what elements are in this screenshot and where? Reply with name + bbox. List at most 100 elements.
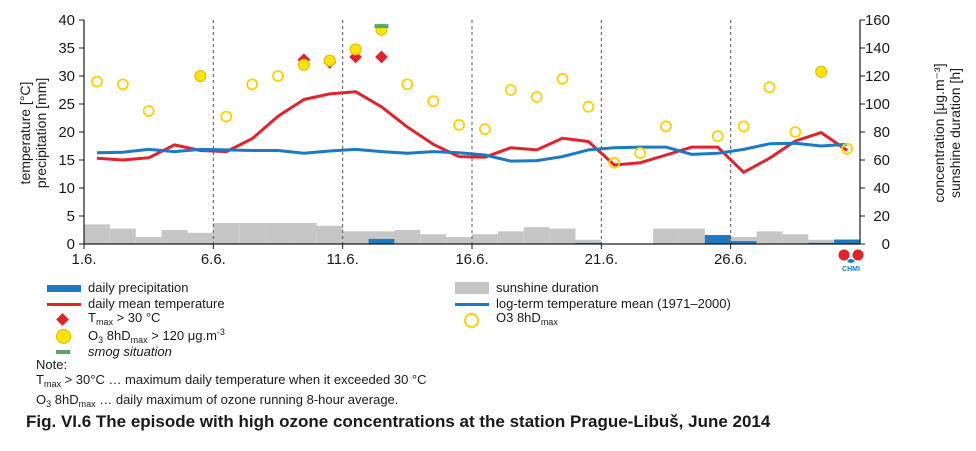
y-left-tick-30: 30 xyxy=(58,68,75,85)
markers xyxy=(91,23,853,169)
axes: 0 5 10 15 20 25 30 35 40 0 20 40 60 80 100 120 140 160 1.6… xyxy=(58,12,890,268)
chmi-logo: CHMI xyxy=(836,248,866,278)
bar-1-3 xyxy=(135,237,162,244)
chmi-logo-text: CHMI xyxy=(842,266,860,273)
legend-item-mean-temp: daily mean temperature xyxy=(44,296,225,312)
o3-marker-6 xyxy=(220,110,233,123)
o3-high-marker-9 xyxy=(297,58,310,71)
o3-marker-20 xyxy=(582,100,595,113)
note-line-1: Tmax > 30°C … maximum daily temperature … xyxy=(36,372,427,389)
series-lines xyxy=(96,90,848,174)
o3-marker-16 xyxy=(479,123,491,136)
bar-0-12 xyxy=(368,238,395,244)
bar-1-9 xyxy=(290,223,317,244)
o3-marker-25 xyxy=(711,130,724,143)
o3-marker-13 xyxy=(401,78,414,91)
y-right-label-line1: concentration [μg.m⁻³] xyxy=(931,63,947,202)
bar-0-26 xyxy=(730,241,757,244)
o3-marker-3 xyxy=(142,105,155,117)
o3-high-marker-29 xyxy=(815,65,828,78)
y-left-tick-10: 10 xyxy=(58,180,75,197)
bar-1-29 xyxy=(808,239,835,244)
y-left-tick-20: 20 xyxy=(58,124,75,141)
bar-1-5 xyxy=(187,232,214,244)
yellow-dot-icon xyxy=(44,328,84,344)
sunshine-bars xyxy=(84,223,860,244)
o3-marker-23 xyxy=(660,120,672,133)
y-right-tick-80: 80 xyxy=(873,124,890,141)
o3-marker-27 xyxy=(763,81,776,94)
y-right-tick-40: 40 xyxy=(873,180,890,197)
bar-0-25 xyxy=(704,235,731,244)
o3-marker-7 xyxy=(246,78,259,91)
y-left-tick-35: 35 xyxy=(58,40,75,57)
legend-item-longterm: log-term temperature mean (1971–2000) xyxy=(452,296,731,312)
green-dash-icon xyxy=(44,344,84,360)
bar-1-24 xyxy=(678,228,705,244)
legend-left: daily precipitation daily mean temperatu… xyxy=(44,280,225,360)
y-left-label-line1: temperature [°C] xyxy=(17,82,33,185)
smog-marker-12 xyxy=(374,24,389,29)
bar-1-8 xyxy=(265,223,291,244)
bar-1-7 xyxy=(239,223,266,244)
o3-marker-28 xyxy=(789,126,802,138)
y-right-tick-20: 20 xyxy=(873,208,890,225)
bar-1-17 xyxy=(497,231,524,244)
bar-1-20 xyxy=(575,239,602,244)
bar-1-27 xyxy=(756,231,783,244)
legend-item-sunshine: sunshine duration xyxy=(452,280,731,296)
o3-high-marker-5 xyxy=(194,70,207,82)
grey-swatch-icon xyxy=(452,280,492,296)
bar-1-26 xyxy=(730,237,757,244)
figure-caption: Fig. VI.6 The episode with high ozone co… xyxy=(26,412,771,431)
yellow-ring-icon xyxy=(452,312,492,328)
y-left-tick-15: 15 xyxy=(58,152,75,169)
o3-marker-14 xyxy=(427,95,440,108)
bar-1-28 xyxy=(782,234,809,244)
o3-marker-1 xyxy=(91,75,103,88)
o3-marker-15 xyxy=(453,119,465,131)
legend-item-o3: O3 8hDmax xyxy=(452,310,731,328)
bar-1-14 xyxy=(420,234,447,244)
bar-1-6 xyxy=(213,223,240,244)
o3-marker-19 xyxy=(556,72,569,85)
chart: 0 5 10 15 20 25 30 35 40 0 20 40 60 80 100 120 140 160 1.6… xyxy=(17,12,963,268)
bar-1-13 xyxy=(394,230,421,244)
o3-high-marker-10 xyxy=(323,54,336,67)
y-right-tick-140: 140 xyxy=(865,40,890,57)
bar-1-2 xyxy=(109,228,136,244)
blue-line-icon xyxy=(452,296,492,312)
legend-item-smog: smog situation xyxy=(44,344,225,360)
legend-item-precip: daily precipitation xyxy=(44,280,225,296)
o3-marker-8 xyxy=(272,70,284,82)
bar-1-18 xyxy=(523,227,550,244)
bar-1-4 xyxy=(161,230,188,244)
x-tick-16: 16.6. xyxy=(455,251,488,268)
x-tick-1: 1.6. xyxy=(71,251,96,268)
x-tick-21: 21.6. xyxy=(585,251,618,268)
red-line-icon xyxy=(44,296,84,312)
precip-swatch-icon xyxy=(44,280,84,296)
o3-marker-22 xyxy=(634,147,647,159)
bar-1-11 xyxy=(342,231,369,244)
y-right-label-line2: sunshine duration [h] xyxy=(947,68,963,198)
note: Note: Tmax > 30°C … maximum daily temper… xyxy=(36,357,427,412)
x-tick-26: 26.6. xyxy=(714,251,747,268)
bar-0-30 xyxy=(834,239,860,244)
bar-1-1 xyxy=(84,224,110,244)
y-left-tick-0: 0 xyxy=(67,236,75,253)
y-left-label-line2: precipitation [mm] xyxy=(33,78,49,188)
o3-marker-21 xyxy=(608,156,621,169)
y-right-tick-160: 160 xyxy=(865,12,890,29)
bar-1-19 xyxy=(549,228,576,244)
y-right-tick-0: 0 xyxy=(882,236,890,253)
bar-1-15 xyxy=(446,237,472,244)
o3-marker-26 xyxy=(737,120,750,133)
bar-1-16 xyxy=(472,234,498,244)
line-series-3 xyxy=(96,141,848,163)
y-left-tick-25: 25 xyxy=(58,96,75,113)
y-right-tick-60: 60 xyxy=(873,152,890,169)
y-left-tick-5: 5 xyxy=(67,208,75,225)
o3-marker-30 xyxy=(841,142,853,155)
x-tick-11: 11.6. xyxy=(327,251,359,268)
